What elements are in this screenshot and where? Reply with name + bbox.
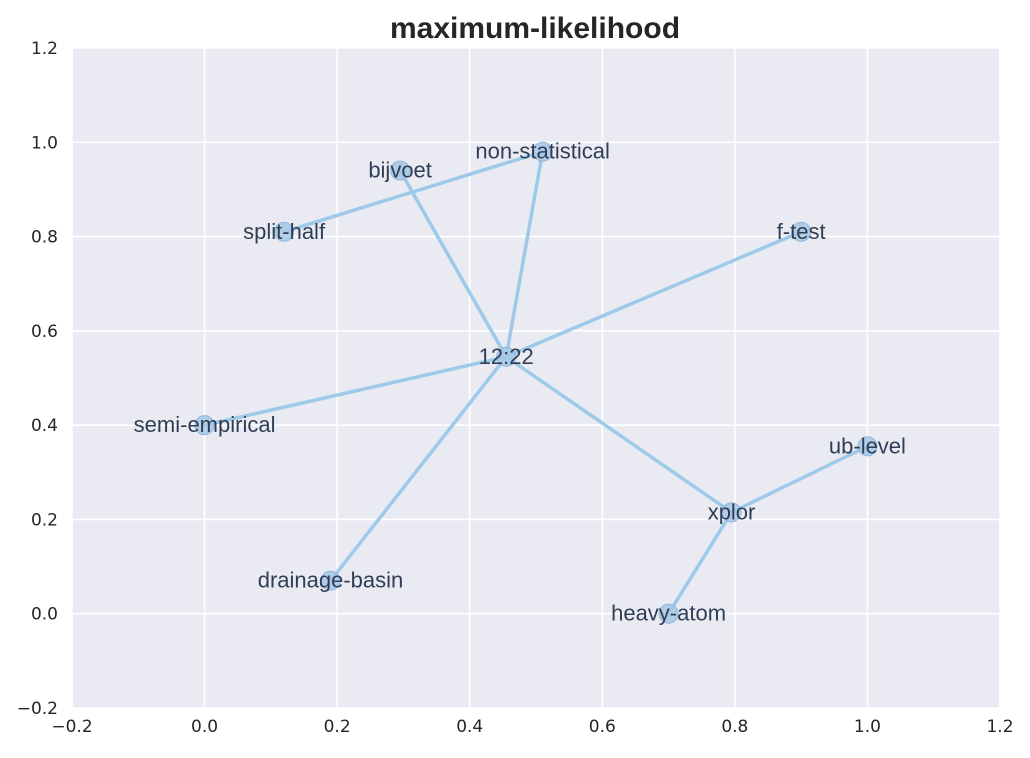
y-axis-ticks: −0.2 0.0 0.2 0.4 0.6 0.8 1.0 1.2 [17, 39, 58, 719]
node-point [390, 160, 411, 181]
y-tick-label: 0.8 [31, 228, 58, 248]
node-point [791, 221, 812, 242]
x-tick-label: −0.2 [51, 717, 92, 737]
x-axis-ticks: −0.2 0.0 0.2 0.4 0.6 0.8 1.0 1.2 [51, 717, 1013, 737]
node-label: split-half [243, 219, 326, 244]
node-label: drainage-basin [258, 568, 404, 593]
edge [398, 168, 508, 359]
x-tick-label: 1.0 [854, 717, 881, 737]
node-label: bijvoet [368, 158, 432, 183]
nodes [194, 141, 878, 624]
edges [202, 149, 870, 616]
edge [504, 149, 545, 359]
node-point [721, 502, 742, 523]
edge [328, 355, 508, 583]
y-tick-label: 1.2 [31, 39, 58, 59]
node-label: 12:22 [479, 344, 534, 369]
edge [202, 355, 508, 427]
y-tick-label: 1.0 [31, 133, 58, 153]
edge [504, 230, 803, 359]
x-tick-label: 0.6 [589, 717, 616, 737]
x-tick-label: 0.0 [191, 717, 218, 737]
y-tick-label: 0.0 [31, 605, 58, 625]
y-tick-label: −0.2 [17, 699, 58, 719]
node-point [274, 221, 295, 242]
node-point [532, 141, 553, 162]
chart-title: maximum-likelihood [390, 12, 680, 45]
x-tick-label: 0.4 [456, 717, 483, 737]
edge [504, 355, 734, 515]
edge [666, 510, 734, 616]
node-point [194, 415, 215, 436]
y-tick-label: 0.2 [31, 510, 58, 530]
node-label: non-statistical [475, 139, 610, 164]
node-point [496, 346, 517, 367]
node-point [857, 436, 878, 457]
node-label: ub-level [829, 433, 906, 458]
y-tick-label: 0.6 [31, 322, 58, 342]
node-label: semi-empirical [134, 412, 276, 437]
node-label: heavy-atom [611, 601, 726, 626]
y-tick-label: 0.4 [31, 416, 58, 436]
edge [282, 149, 545, 234]
edge [729, 444, 870, 515]
node-label: f-test [777, 219, 826, 244]
gridlines [71, 47, 1001, 709]
node-labels: 12:22 non-statistical bijvoet split-half f-t… [134, 139, 906, 626]
x-tick-label: 0.8 [721, 717, 748, 737]
x-tick-label: 1.2 [986, 717, 1013, 737]
node-point [320, 570, 341, 591]
node-label: xplor [708, 499, 756, 524]
x-tick-label: 0.2 [324, 717, 351, 737]
node-point [658, 603, 679, 624]
